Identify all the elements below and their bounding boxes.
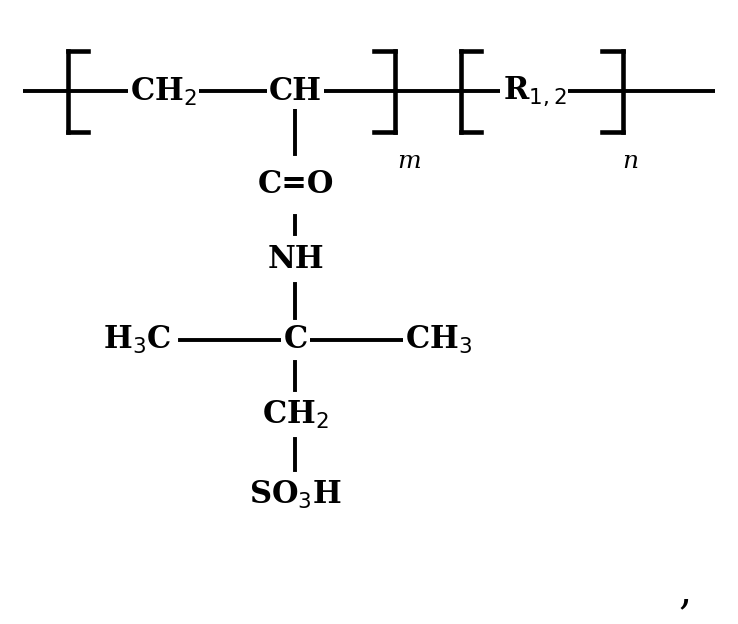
Text: CH$_2$: CH$_2$ (130, 76, 196, 107)
Text: NH: NH (267, 244, 324, 275)
Text: R$_{1,2}$: R$_{1,2}$ (503, 75, 566, 108)
Text: SO$_3$H: SO$_3$H (249, 479, 342, 511)
Text: C: C (283, 324, 308, 356)
Text: CH: CH (269, 76, 322, 107)
Text: m: m (398, 150, 421, 173)
Text: ,: , (678, 570, 692, 613)
Text: C=O: C=O (258, 169, 334, 200)
Text: CH$_3$: CH$_3$ (405, 324, 472, 356)
Text: H$_3$C: H$_3$C (103, 324, 171, 356)
Text: n: n (622, 150, 638, 173)
Text: CH$_2$: CH$_2$ (262, 399, 329, 431)
